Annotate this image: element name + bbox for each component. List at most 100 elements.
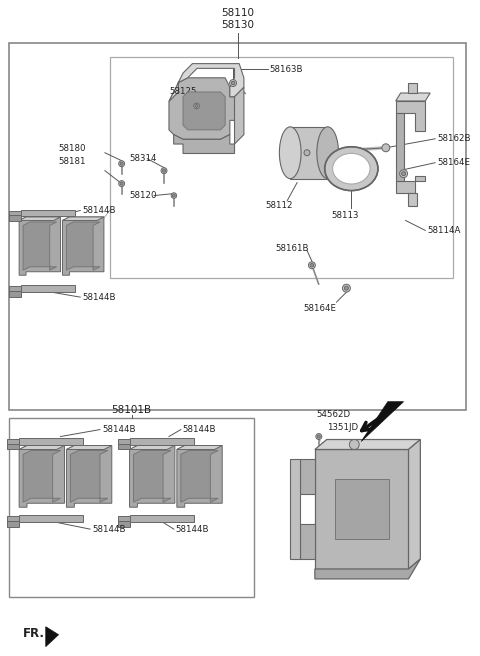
Polygon shape: [130, 515, 193, 522]
Polygon shape: [118, 521, 130, 527]
Polygon shape: [66, 445, 112, 449]
Text: 54562D: 54562D: [317, 410, 351, 419]
Bar: [335, 480, 389, 539]
Text: 58114A: 58114A: [427, 226, 461, 235]
Text: 58144B: 58144B: [102, 425, 135, 434]
Circle shape: [317, 435, 320, 438]
Polygon shape: [396, 93, 430, 101]
Polygon shape: [361, 401, 404, 441]
Polygon shape: [235, 87, 244, 144]
Polygon shape: [408, 440, 420, 569]
Polygon shape: [300, 459, 315, 494]
Polygon shape: [21, 211, 75, 216]
Circle shape: [119, 161, 125, 167]
Ellipse shape: [325, 147, 378, 191]
Polygon shape: [9, 211, 21, 215]
Polygon shape: [408, 83, 418, 93]
Polygon shape: [62, 217, 104, 276]
Circle shape: [119, 180, 125, 186]
Text: 58144B: 58144B: [183, 425, 216, 434]
Text: 58144B: 58144B: [82, 206, 116, 215]
Circle shape: [316, 434, 322, 440]
Circle shape: [120, 182, 123, 185]
Polygon shape: [19, 445, 64, 449]
Text: 58120: 58120: [130, 191, 157, 200]
Polygon shape: [315, 440, 420, 449]
Circle shape: [349, 440, 359, 449]
Polygon shape: [21, 285, 75, 292]
Text: 58163B: 58163B: [269, 64, 303, 73]
Polygon shape: [169, 78, 235, 139]
Circle shape: [231, 81, 235, 85]
Circle shape: [309, 262, 315, 269]
Polygon shape: [19, 515, 83, 522]
Polygon shape: [19, 217, 60, 276]
Polygon shape: [177, 445, 222, 449]
Polygon shape: [396, 101, 425, 131]
Text: 58164E: 58164E: [303, 304, 336, 313]
Circle shape: [195, 104, 198, 108]
Polygon shape: [9, 215, 21, 222]
Text: 58125: 58125: [169, 87, 196, 96]
Polygon shape: [118, 443, 130, 449]
Text: 58101B: 58101B: [111, 405, 152, 415]
Bar: [9, 418, 254, 597]
Text: 58181: 58181: [59, 157, 86, 166]
Ellipse shape: [279, 127, 301, 178]
Circle shape: [382, 144, 390, 152]
Text: FR.: FR.: [23, 627, 45, 640]
Text: 58180: 58180: [59, 144, 86, 154]
Polygon shape: [19, 217, 60, 220]
Polygon shape: [118, 516, 130, 521]
Text: 58164E: 58164E: [437, 158, 470, 167]
Polygon shape: [9, 286, 21, 291]
Polygon shape: [66, 445, 112, 507]
Polygon shape: [315, 559, 420, 579]
Circle shape: [161, 168, 167, 174]
Ellipse shape: [317, 127, 338, 178]
Polygon shape: [23, 222, 57, 270]
Text: 1351JD: 1351JD: [327, 423, 358, 432]
Circle shape: [400, 170, 408, 178]
Polygon shape: [130, 438, 193, 445]
Circle shape: [120, 162, 123, 165]
Circle shape: [229, 79, 237, 87]
Circle shape: [342, 284, 350, 292]
Polygon shape: [118, 438, 130, 443]
Text: 58144B: 58144B: [82, 293, 116, 302]
Text: 58162B: 58162B: [437, 134, 470, 143]
Circle shape: [163, 169, 166, 172]
Text: 58161B: 58161B: [276, 244, 309, 253]
Bar: [9, 43, 466, 409]
Circle shape: [402, 172, 406, 176]
Polygon shape: [396, 176, 425, 193]
Polygon shape: [66, 222, 100, 270]
Polygon shape: [396, 113, 404, 180]
Circle shape: [194, 103, 199, 109]
Polygon shape: [169, 64, 244, 102]
Ellipse shape: [333, 154, 370, 184]
Polygon shape: [71, 451, 108, 502]
Polygon shape: [46, 626, 59, 647]
Text: 58113: 58113: [332, 211, 359, 220]
Polygon shape: [290, 459, 300, 559]
Polygon shape: [290, 127, 328, 178]
Bar: [110, 57, 453, 278]
Polygon shape: [130, 445, 175, 507]
Polygon shape: [183, 92, 225, 130]
Text: 58314: 58314: [130, 154, 157, 163]
Polygon shape: [174, 134, 235, 154]
Polygon shape: [7, 443, 19, 449]
Circle shape: [171, 193, 177, 198]
Text: 58112: 58112: [265, 201, 293, 210]
Text: 58130: 58130: [221, 20, 254, 30]
Polygon shape: [177, 445, 222, 507]
Polygon shape: [300, 524, 315, 559]
Polygon shape: [7, 438, 19, 443]
Circle shape: [345, 286, 348, 290]
Polygon shape: [7, 521, 19, 527]
Polygon shape: [19, 445, 64, 507]
Polygon shape: [133, 451, 171, 502]
Polygon shape: [9, 291, 21, 297]
Circle shape: [310, 264, 313, 267]
